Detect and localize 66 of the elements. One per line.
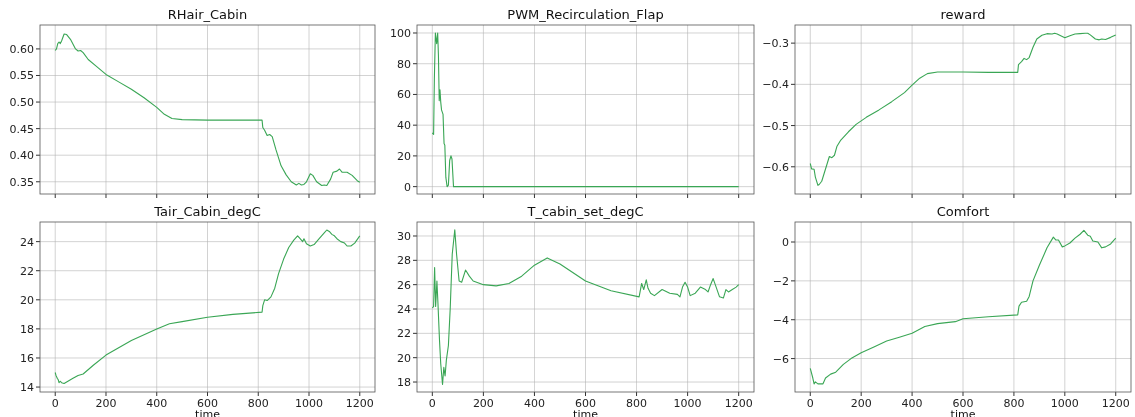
x-tick-label: 0	[806, 397, 814, 410]
x-tick-label: 200	[850, 397, 872, 410]
x-tick-label: 400	[523, 397, 545, 410]
y-tick-label: 0.40	[9, 149, 34, 163]
y-tick-label: −0.3	[762, 37, 789, 51]
y-tick-label: 100	[390, 26, 411, 40]
x-tick-label: 800	[247, 397, 269, 410]
y-tick-label: 60	[397, 88, 411, 102]
y-tick-label: 0	[404, 180, 411, 194]
x-tick-label: 600	[197, 397, 218, 410]
x-tick-label: 1200	[1101, 397, 1130, 410]
x-tick-label: 800	[1003, 397, 1025, 410]
y-tick-label: 22	[20, 264, 34, 278]
y-tick-label: 0.60	[9, 42, 34, 56]
chart-title: T_cabin_set_degC	[526, 204, 644, 219]
y-tick-label: 18	[20, 322, 34, 336]
y-tick-label: 0.45	[9, 122, 34, 136]
y-tick-label: −4	[772, 313, 789, 327]
x-tick-label: 1000	[1050, 397, 1079, 410]
y-tick-label: 26	[397, 278, 411, 292]
y-tick-label: 22	[397, 327, 411, 341]
y-tick-label: −6	[772, 352, 789, 366]
y-tick-label: −2	[772, 274, 789, 288]
x-tick-label: 1000	[295, 397, 324, 410]
chart-title: RHair_Cabin	[167, 7, 248, 22]
y-tick-label: 16	[20, 351, 34, 365]
chart-title: Comfort	[936, 204, 990, 219]
y-tick-label: 30	[397, 229, 411, 243]
y-tick-label: 24	[397, 303, 411, 317]
line-series	[431, 229, 740, 386]
y-tick-label: 18	[397, 376, 411, 390]
line-series	[809, 229, 1117, 385]
y-tick-label: 0.50	[9, 96, 34, 110]
y-tick-label: −0.4	[762, 78, 789, 92]
chart-title: reward	[940, 7, 986, 22]
x-tick-label: 600	[575, 397, 596, 410]
chart-title: Tair_Cabin_degC	[153, 204, 261, 219]
x-tick-label: 0	[51, 397, 59, 410]
x-tick-label: 800	[626, 397, 648, 410]
x-tick-label: 200	[472, 397, 494, 410]
x-tick-label: 0	[428, 397, 436, 410]
y-tick-label: −0.5	[762, 119, 789, 133]
line-series	[54, 229, 361, 384]
x-tick-label: 400	[901, 397, 923, 410]
y-tick-label: −0.6	[762, 160, 789, 174]
x-tick-label: 200	[95, 397, 117, 410]
x-tick-label: 600	[952, 397, 974, 410]
line-series	[431, 32, 740, 188]
y-tick-label: 20	[20, 293, 34, 307]
y-tick-label: 80	[397, 57, 411, 71]
x-tick-label: 1200	[345, 397, 374, 410]
chart-title: PWM_Recirculation_Flap	[507, 7, 664, 22]
y-tick-label: 40	[397, 119, 411, 133]
x-tick-label: 400	[146, 397, 168, 410]
x-tick-label: 1200	[724, 397, 753, 410]
y-tick-label: 28	[397, 254, 411, 268]
y-tick-label: 20	[397, 149, 411, 163]
y-tick-label: 20	[397, 351, 411, 365]
line-series	[54, 33, 361, 187]
line-series	[809, 32, 1117, 186]
x-tick-label: 1000	[673, 397, 702, 410]
y-tick-label: 14	[20, 381, 34, 395]
y-tick-label: 24	[20, 235, 34, 249]
y-tick-label: 0	[782, 236, 789, 250]
y-tick-label: 0.55	[9, 69, 34, 83]
y-tick-label: 0.35	[9, 175, 34, 189]
